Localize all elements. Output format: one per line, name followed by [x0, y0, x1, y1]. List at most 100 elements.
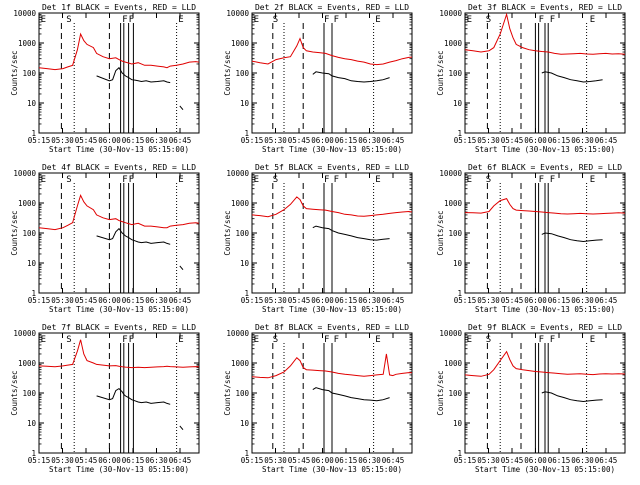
events-series-line: [542, 392, 609, 432]
marker-label-s: S: [486, 15, 491, 25]
marker-label-f: F: [324, 15, 329, 25]
y-tick-label: 10: [27, 419, 37, 428]
x-tick-label: 05:30: [477, 456, 500, 465]
y-tick-label: 1: [244, 129, 249, 138]
lld-series-line: [251, 353, 413, 379]
marker-label-f: F: [129, 15, 134, 25]
x-tick-label: 05:15: [28, 136, 51, 145]
plot-title: Det 1f BLACK = Events, RED = LLD: [42, 3, 196, 12]
plot-title: Det 8f BLACK = Events, RED = LLD: [255, 323, 409, 332]
y-tick-label: 100: [235, 69, 249, 78]
lld-series-line: [464, 350, 626, 377]
x-tick-label: 05:15: [241, 296, 264, 305]
marker-label-e: E: [375, 15, 380, 25]
x-axis-label: Start Time (30-Nov-13 05:15:00): [475, 145, 615, 154]
x-tick-label: 06:30: [358, 296, 381, 305]
y-tick-label: 100: [22, 389, 36, 398]
y-axis-label: Counts/sec: [436, 210, 445, 255]
y-tick-label: 1000: [18, 359, 37, 368]
y-tick-label: 10: [453, 419, 463, 428]
marker-label-f: F: [334, 175, 339, 185]
y-tick-label: 1000: [18, 39, 37, 48]
marker-label-s: S: [486, 335, 491, 345]
plot-title: Det 6f BLACK = Events, RED = LLD: [468, 163, 622, 172]
marker-label-e: E: [178, 15, 183, 25]
x-tick-label: 06:00: [98, 456, 121, 465]
lld-series-line: [38, 32, 200, 71]
x-tick-label: 06:30: [145, 456, 168, 465]
x-tick-label: 05:15: [28, 296, 51, 305]
x-tick-label: 06:15: [335, 296, 358, 305]
x-tick-label: 06:15: [548, 456, 571, 465]
x-tick-label: 05:30: [264, 296, 287, 305]
y-tick-label: 1000: [18, 199, 37, 208]
marker-label-f: F: [324, 335, 329, 345]
y-tick-label: 10: [27, 259, 37, 268]
x-axis-label: Start Time (30-Nov-13 05:15:00): [49, 145, 189, 154]
x-tick-label: 06:00: [311, 136, 334, 145]
x-tick-label: 06:30: [145, 296, 168, 305]
y-tick-label: 1: [31, 449, 36, 458]
marker-label-s: S: [66, 335, 71, 345]
events-series-line: [96, 227, 184, 271]
x-axis-label: Start Time (30-Nov-13 05:15:00): [262, 305, 402, 314]
marker-label-f: F: [334, 335, 339, 345]
x-tick-label: 06:45: [595, 136, 618, 145]
x-tick-label: 06:15: [122, 136, 145, 145]
x-tick-label: 06:30: [571, 456, 594, 465]
y-tick-label: 1000: [444, 39, 463, 48]
x-tick-label: 05:15: [454, 296, 477, 305]
y-axis-label: Counts/sec: [223, 370, 232, 415]
y-tick-label: 100: [235, 229, 249, 238]
x-tick-label: 06:45: [169, 456, 192, 465]
marker-label-f: F: [550, 335, 555, 345]
x-tick-label: 05:30: [264, 136, 287, 145]
x-tick-label: 06:15: [122, 296, 145, 305]
x-tick-label: 05:30: [51, 136, 74, 145]
marker-label-e: E: [467, 335, 472, 345]
x-axis-label: Start Time (30-Nov-13 05:15:00): [49, 465, 189, 474]
y-axis-label: Counts/sec: [10, 370, 19, 415]
x-tick-label: 05:45: [501, 456, 524, 465]
y-tick-label: 10: [240, 419, 250, 428]
x-axis-label: Start Time (30-Nov-13 05:15:00): [262, 145, 402, 154]
y-tick-label: 100: [235, 389, 249, 398]
x-tick-label: 05:30: [477, 296, 500, 305]
events-series-line: [96, 66, 184, 111]
y-tick-label: 10: [453, 259, 463, 268]
marker-label-e: E: [467, 175, 472, 185]
marker-label-e: E: [254, 335, 259, 345]
x-tick-label: 05:45: [288, 456, 311, 465]
y-axis-label: Counts/sec: [10, 210, 19, 255]
marker-label-e: E: [375, 335, 380, 345]
y-tick-label: 10: [240, 259, 250, 268]
marker-label-e: E: [590, 15, 595, 25]
panel-det-2f: 1 10 100 1000 10000 05:15 05:30 05:45 06:00 06:15…: [223, 3, 413, 154]
x-tick-label: 06:00: [98, 136, 121, 145]
x-tick-label: 06:45: [595, 456, 618, 465]
y-tick-label: 1: [457, 289, 462, 298]
x-tick-label: 05:15: [241, 456, 264, 465]
y-tick-label: 10000: [439, 329, 462, 338]
x-tick-label: 06:45: [169, 136, 192, 145]
y-tick-label: 100: [448, 229, 462, 238]
x-tick-label: 06:45: [382, 136, 405, 145]
events-series-line: [312, 225, 390, 241]
x-tick-label: 06:00: [524, 456, 547, 465]
events-series-line: [312, 71, 390, 83]
x-tick-label: 06:00: [311, 456, 334, 465]
y-tick-label: 10000: [13, 329, 36, 338]
y-axis-label: Counts/sec: [436, 50, 445, 95]
x-axis-label: Start Time (30-Nov-13 05:15:00): [475, 305, 615, 314]
marker-label-e: E: [178, 175, 183, 185]
lld-series-line: [251, 37, 413, 66]
lld-series-line: [464, 198, 626, 215]
plot-frame: [38, 12, 200, 134]
lld-series-line: [38, 193, 200, 231]
marker-label-e: E: [254, 15, 259, 25]
plot-title: Det 5f BLACK = Events, RED = LLD: [255, 163, 409, 172]
y-tick-label: 1: [457, 449, 462, 458]
y-tick-label: 100: [448, 69, 462, 78]
plot-title: Det 7f BLACK = Events, RED = LLD: [42, 323, 196, 332]
